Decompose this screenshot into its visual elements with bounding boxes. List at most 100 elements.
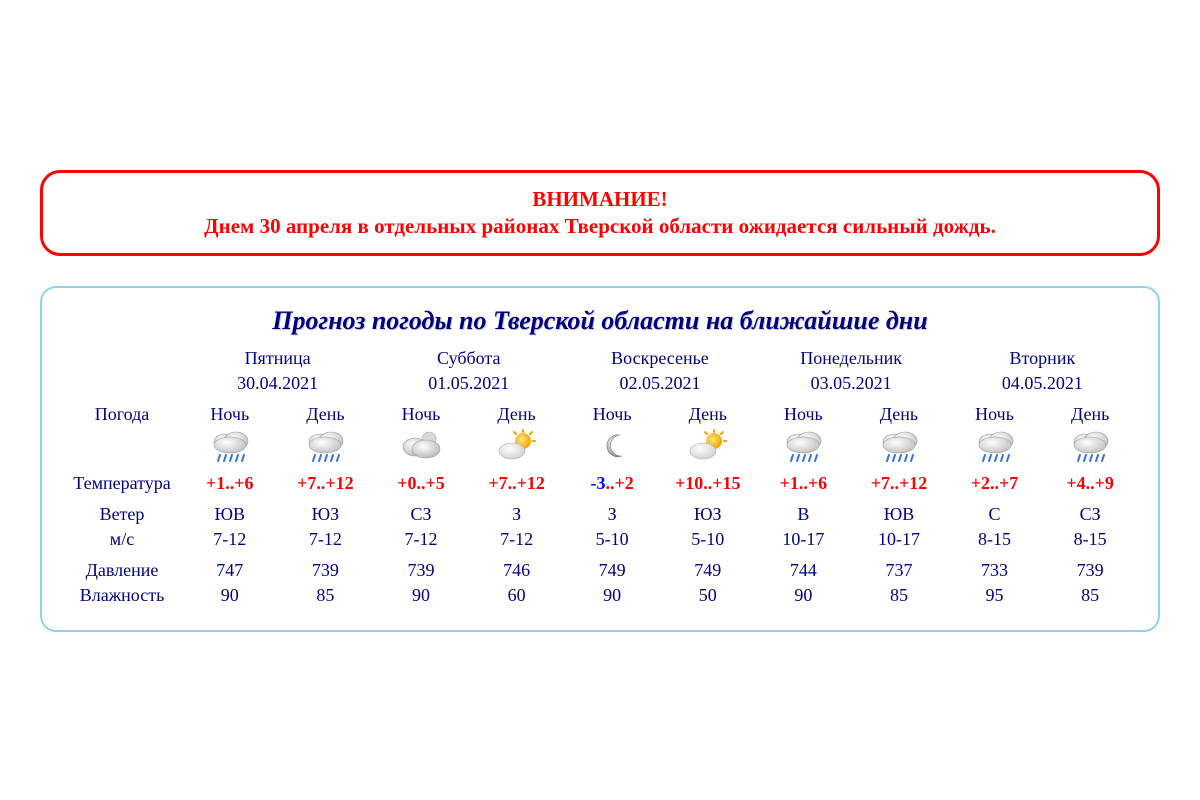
weather-icon	[660, 427, 756, 465]
wind-dir: З	[564, 502, 660, 527]
alert-title: ВНИМАНИЕ!	[63, 187, 1137, 212]
wind-dir: З	[469, 502, 565, 527]
day-date-row: 30.04.2021 01.05.2021 02.05.2021 03.05.2…	[62, 371, 1138, 396]
wind-speed: 7-12	[278, 527, 374, 552]
day-date: 30.04.2021	[182, 371, 373, 396]
temp-cell: +10..+15	[660, 471, 756, 496]
humidity: 90	[182, 583, 278, 608]
weather-icon	[278, 427, 374, 465]
day-name: Пятница	[182, 346, 373, 371]
period-row: Погода Ночь День Ночь День Ночь День Ноч…	[62, 402, 1138, 427]
humidity: 85	[851, 583, 947, 608]
wind-speed: 5-10	[564, 527, 660, 552]
wind-speed: 8-15	[1042, 527, 1138, 552]
weather-icon	[851, 427, 947, 465]
humidity: 85	[1042, 583, 1138, 608]
row-label-wind-unit: м/с	[62, 527, 182, 552]
humidity: 85	[278, 583, 374, 608]
wind-speed: 5-10	[660, 527, 756, 552]
day-name: Воскресенье	[564, 346, 755, 371]
row-label-weather: Погода	[62, 402, 182, 427]
humidity-row: Влажность 90 85 90 60 90 50 90 85 95 85	[62, 583, 1138, 608]
period-night: Ночь	[182, 402, 278, 427]
wind-dir: В	[756, 502, 852, 527]
weather-icon	[1042, 427, 1138, 465]
pressure: 739	[278, 558, 374, 583]
forecast-table: Пятница Суббота Воскресенье Понедельник …	[62, 346, 1138, 608]
pressure: 746	[469, 558, 565, 583]
temp-cell: +2..+7	[947, 471, 1043, 496]
wind-dir: ЮЗ	[278, 502, 374, 527]
wind-dir: ЮВ	[851, 502, 947, 527]
weather-icon	[756, 427, 852, 465]
row-label-pressure: Давление	[62, 558, 182, 583]
period-day: День	[660, 402, 756, 427]
wind-dir-row: Ветер ЮВ ЮЗ СЗ З З ЮЗ В ЮВ С СЗ	[62, 502, 1138, 527]
pressure: 739	[373, 558, 469, 583]
pressure: 737	[851, 558, 947, 583]
day-date: 01.05.2021	[373, 371, 564, 396]
temp-cell: +1..+6	[182, 471, 278, 496]
forecast-panel: Прогноз погоды по Тверской области на бл…	[40, 286, 1160, 632]
temp-cell: +4..+9	[1042, 471, 1138, 496]
temp-cell: -3..+2	[564, 471, 660, 496]
pressure-row: Давление 747 739 739 746 749 749 744 737…	[62, 558, 1138, 583]
icon-row	[62, 427, 1138, 465]
temp-cell: +0..+5	[373, 471, 469, 496]
row-label-humidity: Влажность	[62, 583, 182, 608]
wind-dir: ЮВ	[182, 502, 278, 527]
period-night: Ночь	[947, 402, 1043, 427]
weather-icon	[564, 427, 660, 465]
row-label-temperature: Температура	[62, 471, 182, 496]
wind-speed: 10-17	[756, 527, 852, 552]
wind-dir: СЗ	[373, 502, 469, 527]
wind-speed: 8-15	[947, 527, 1043, 552]
wind-speed-row: м/с 7-12 7-12 7-12 7-12 5-10 5-10 10-17 …	[62, 527, 1138, 552]
temp-cell: +1..+6	[756, 471, 852, 496]
wind-speed: 7-12	[373, 527, 469, 552]
wind-speed: 7-12	[469, 527, 565, 552]
pressure: 749	[564, 558, 660, 583]
temp-cell: +7..+12	[278, 471, 374, 496]
wind-dir: СЗ	[1042, 502, 1138, 527]
day-name: Понедельник	[756, 346, 947, 371]
period-night: Ночь	[756, 402, 852, 427]
period-day: День	[1042, 402, 1138, 427]
humidity: 90	[564, 583, 660, 608]
day-date: 02.05.2021	[564, 371, 755, 396]
weather-icon	[373, 427, 469, 465]
humidity: 60	[469, 583, 565, 608]
humidity: 50	[660, 583, 756, 608]
wind-speed: 7-12	[182, 527, 278, 552]
temperature-row: Температура +1..+6 +7..+12 +0..+5 +7..+1…	[62, 471, 1138, 496]
wind-speed: 10-17	[851, 527, 947, 552]
day-name: Вторник	[947, 346, 1138, 371]
row-label-wind: Ветер	[62, 502, 182, 527]
pressure: 739	[1042, 558, 1138, 583]
pressure: 744	[756, 558, 852, 583]
weather-icon	[182, 427, 278, 465]
forecast-title: Прогноз погоды по Тверской области на бл…	[62, 306, 1138, 336]
temp-cell: +7..+12	[851, 471, 947, 496]
temp-cell: +7..+12	[469, 471, 565, 496]
pressure: 749	[660, 558, 756, 583]
humidity: 90	[373, 583, 469, 608]
day-name: Суббота	[373, 346, 564, 371]
period-day: День	[278, 402, 374, 427]
day-name-row: Пятница Суббота Воскресенье Понедельник …	[62, 346, 1138, 371]
humidity: 90	[756, 583, 852, 608]
humidity: 95	[947, 583, 1043, 608]
period-day: День	[851, 402, 947, 427]
wind-dir: ЮЗ	[660, 502, 756, 527]
alert-text: Днем 30 апреля в отдельных районах Тверс…	[63, 214, 1137, 239]
weather-icon	[469, 427, 565, 465]
period-day: День	[469, 402, 565, 427]
pressure: 733	[947, 558, 1043, 583]
weather-icon	[947, 427, 1043, 465]
day-date: 03.05.2021	[756, 371, 947, 396]
pressure: 747	[182, 558, 278, 583]
wind-dir: С	[947, 502, 1043, 527]
day-date: 04.05.2021	[947, 371, 1138, 396]
period-night: Ночь	[564, 402, 660, 427]
period-night: Ночь	[373, 402, 469, 427]
